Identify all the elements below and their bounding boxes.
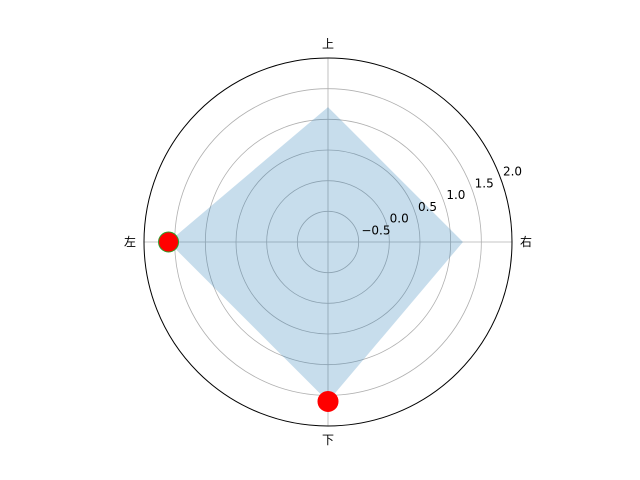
- series-fill-area: [168, 107, 463, 402]
- radial-tick-label-4: 1.5: [475, 176, 494, 190]
- polar-frame: [143, 57, 513, 427]
- radial-tick-label-5: 2.0: [503, 165, 522, 179]
- outer-layer: [143, 57, 513, 427]
- category-layer: 右 上左下: [124, 37, 532, 447]
- category-label-0: 右: [520, 234, 532, 249]
- category-label-2: 左: [124, 234, 136, 249]
- points-layer: [158, 231, 339, 412]
- tick-layer: −0.50.0 0.5 1.0 1.5 2.0: [361, 165, 522, 238]
- data-point-0: [158, 231, 180, 253]
- radial-tick-label-1: 0.0: [390, 212, 409, 226]
- radial-tick-label-0: −0.5: [361, 223, 390, 237]
- radial-tick-label-2: 0.5: [418, 200, 437, 214]
- category-label-3: 下: [322, 433, 334, 447]
- category-label-1: 上: [322, 37, 334, 51]
- data-point-1: [317, 390, 339, 412]
- fill-layer: [168, 107, 463, 402]
- radial-tick-label-3: 1.0: [446, 188, 465, 202]
